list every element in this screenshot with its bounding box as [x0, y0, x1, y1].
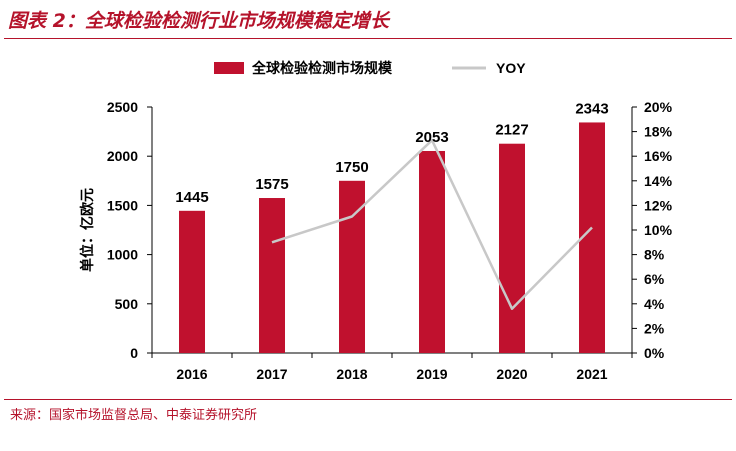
bar-value-label: 1750 [335, 159, 368, 176]
bar [419, 150, 445, 353]
yoy-line [271, 138, 593, 310]
y-tick-label-right: 2% [644, 320, 665, 336]
y-tick-label-right: 8% [644, 247, 665, 263]
bar [179, 210, 205, 353]
footer-divider [4, 399, 732, 400]
y-tick-label-left: 0 [130, 345, 138, 361]
bar-value-label: 2343 [575, 100, 608, 117]
y-tick-label-right: 18% [644, 124, 673, 140]
bar-value-label: 1445 [175, 189, 208, 206]
bar [499, 143, 525, 353]
data-labels: 1445 1575 1750 2053 2127 2343 [175, 100, 608, 205]
chart-legend: 全球检验检测市场规模 YOY [214, 60, 526, 76]
bar-value-label: 2053 [415, 129, 448, 146]
bar-value-label: 1575 [255, 176, 288, 193]
bar-series [179, 122, 605, 354]
bar-value-label: 2127 [495, 122, 528, 139]
y-tick-label-left: 500 [115, 296, 139, 312]
y-tick-label-left: 1500 [107, 197, 138, 213]
y-tick-label-right: 0% [644, 345, 665, 361]
legend-label-line: YOY [496, 60, 526, 76]
bar [259, 198, 285, 353]
figure-title: 图表 2：全球检验检测行业市场规模稳定增长 [8, 10, 389, 32]
y-tick-label-right: 4% [644, 296, 665, 312]
legend-label-bar: 全球检验检测市场规模 [251, 60, 393, 76]
y-axis-label: 单位：亿欧元 [79, 188, 95, 272]
chart-axes: 0 500 1000 1500 2000 2500 0% 2% 4% 6% 8% 10% 12% 14% 1… [107, 99, 673, 382]
legend-swatch-bar [214, 62, 244, 74]
title-divider [4, 38, 732, 39]
source-note: 来源：国家市场监督总局、中泰证券研究所 [10, 408, 258, 423]
y-tick-label-right: 16% [644, 148, 673, 164]
x-tick-label: 2020 [496, 366, 527, 382]
x-tick-label: 2021 [576, 366, 607, 382]
y-tick-label-right: 12% [644, 197, 673, 213]
line-series [271, 138, 593, 310]
x-tick-label: 2017 [256, 366, 287, 382]
y-tick-label-left: 1000 [107, 247, 138, 263]
y-tick-label-left: 2000 [107, 148, 138, 164]
x-tick-label: 2018 [336, 366, 367, 382]
y-tick-label-right: 6% [644, 271, 665, 287]
x-tick-label: 2019 [416, 366, 447, 382]
y-tick-label-left: 2500 [107, 99, 138, 115]
x-tick-label: 2016 [176, 366, 207, 382]
y-tick-label-right: 20% [644, 99, 673, 115]
y-tick-label-right: 14% [644, 173, 673, 189]
y-tick-label-right: 10% [644, 222, 673, 238]
